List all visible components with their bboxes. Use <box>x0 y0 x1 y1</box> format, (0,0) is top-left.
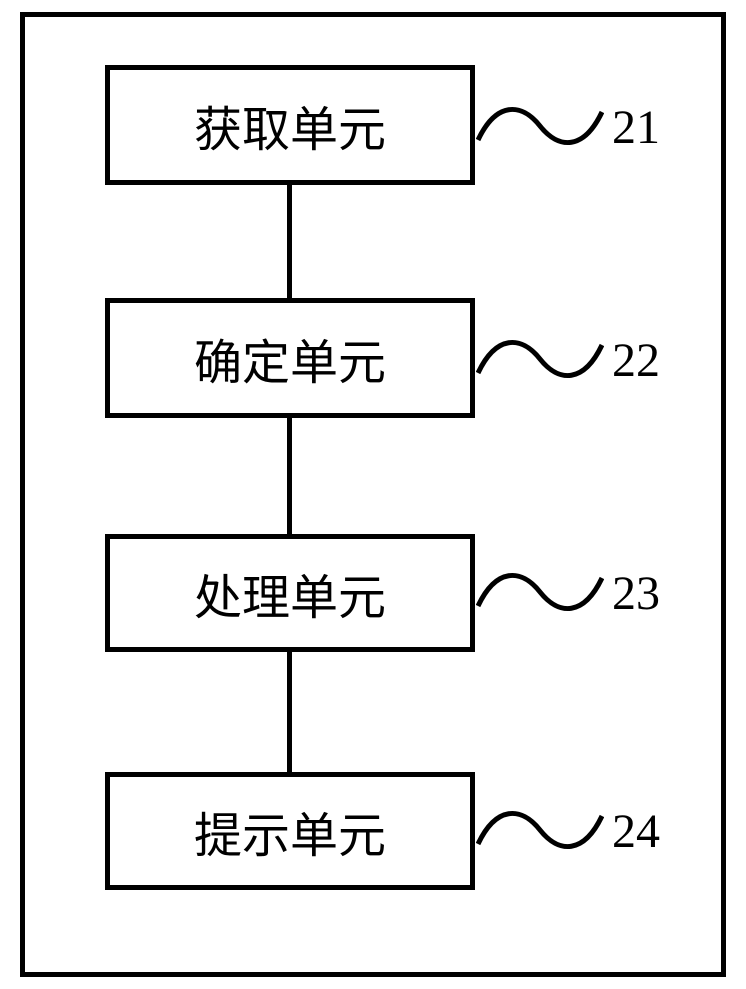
connector-3-4 <box>287 652 292 772</box>
block-3-label: 处理单元 <box>194 558 386 628</box>
block-3: 处理单元 <box>105 534 475 652</box>
block-2: 确定单元 <box>105 298 475 418</box>
ref-num-4: 24 <box>612 804 660 859</box>
block-1-label: 获取单元 <box>194 90 386 160</box>
ref-num-3: 23 <box>612 566 660 621</box>
block-4: 提示单元 <box>105 772 475 890</box>
squiggle-icon-4 <box>476 796 604 864</box>
squiggle-icon-1 <box>476 92 604 160</box>
block-1: 获取单元 <box>105 65 475 185</box>
block-4-label: 提示单元 <box>194 796 386 866</box>
ref-num-1: 21 <box>612 100 660 155</box>
squiggle-icon-3 <box>476 558 604 626</box>
connector-2-3 <box>287 418 292 534</box>
ref-num-2: 22 <box>612 333 660 388</box>
connector-1-2 <box>287 185 292 298</box>
block-2-label: 确定单元 <box>194 323 386 393</box>
squiggle-icon-2 <box>476 325 604 393</box>
